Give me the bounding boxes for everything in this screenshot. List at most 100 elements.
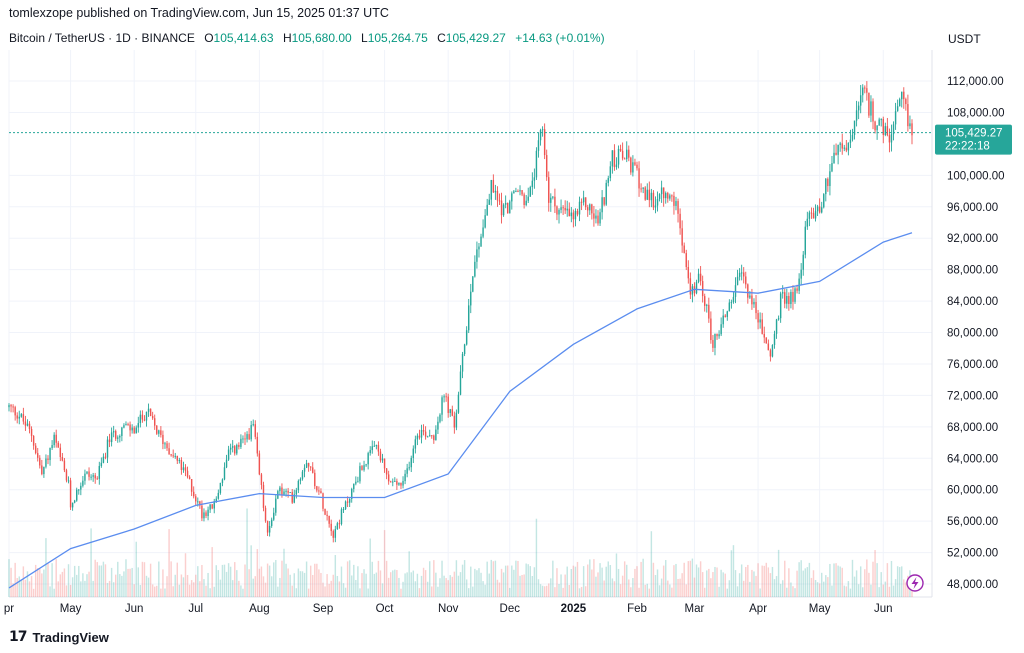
volume-bar <box>806 567 809 597</box>
volume-bar <box>127 568 129 597</box>
candle-body <box>823 194 825 208</box>
high-value: 105,680.00 <box>291 31 352 45</box>
candle-body <box>853 120 856 135</box>
volume-bar <box>802 570 804 597</box>
candle-body <box>104 456 107 458</box>
volume-bar <box>377 560 380 597</box>
lightning-icon[interactable] <box>906 574 924 592</box>
candle-body <box>453 415 456 428</box>
volume-bar <box>96 562 98 597</box>
high-label: H <box>282 31 292 45</box>
candle-body <box>69 480 72 508</box>
candle-body <box>135 427 137 434</box>
volume-bar <box>53 588 55 597</box>
volume-bar <box>829 563 831 597</box>
candle-body <box>371 446 373 451</box>
volume-bar <box>535 518 538 597</box>
volume-bar <box>119 574 121 597</box>
volume-bar <box>398 577 400 597</box>
candle-body <box>628 149 630 158</box>
candle-body <box>406 468 408 474</box>
candle-body <box>106 439 109 458</box>
volume-bar <box>404 573 406 597</box>
volume-bar <box>595 576 597 597</box>
candle-body <box>560 207 562 210</box>
candle-body <box>98 466 101 479</box>
volume-bar <box>266 563 269 597</box>
candle-body <box>348 498 351 503</box>
volume-bar <box>543 586 546 597</box>
candle-body <box>295 490 298 495</box>
volume-bar <box>484 584 486 597</box>
candle-body <box>901 91 903 100</box>
candle-body <box>182 467 185 470</box>
volume-bar <box>611 578 614 597</box>
price-tick-label: 48,000.00 <box>947 579 998 591</box>
candle-body <box>281 487 283 495</box>
volume-bar <box>402 581 404 597</box>
volume-bar <box>818 583 821 597</box>
candle-body <box>190 479 193 492</box>
candle-body <box>424 431 427 437</box>
volume-bar <box>570 569 573 597</box>
volume-bar <box>455 560 458 597</box>
volume-bar <box>820 572 823 597</box>
volume-bar <box>203 579 205 597</box>
volume-bar <box>884 581 887 597</box>
candle-body <box>890 134 893 143</box>
volume-bar <box>143 562 146 597</box>
candle-body <box>408 467 410 469</box>
candle-body <box>658 194 661 200</box>
volume-bar <box>390 572 392 597</box>
candle-body <box>541 129 544 131</box>
candle-body <box>802 254 804 270</box>
candle-body <box>420 429 423 438</box>
volume-bar <box>658 585 661 597</box>
volume-bar <box>866 559 868 597</box>
volume-bar <box>205 585 207 597</box>
volume-bar <box>513 569 515 597</box>
volume-bar <box>312 574 314 597</box>
volume-bar <box>244 564 246 597</box>
symbol-name[interactable]: Bitcoin / TetherUS · 1D · BINANCE <box>9 31 195 45</box>
volume-bar <box>463 560 466 597</box>
volume-bar <box>371 561 373 597</box>
candle-body <box>779 293 782 319</box>
candle-body <box>679 213 681 229</box>
candle-body <box>88 471 90 477</box>
volume-bar <box>745 566 747 597</box>
candle-body <box>634 162 636 165</box>
volume-bar <box>168 529 170 597</box>
candle-body <box>137 423 140 428</box>
volume-bar <box>182 577 185 597</box>
volume-bar <box>223 564 226 597</box>
time-tick-label: Sep <box>313 603 333 615</box>
candle-body <box>652 192 655 208</box>
volume-bar <box>410 572 412 597</box>
candle-body <box>562 207 564 209</box>
volume-bar <box>784 560 786 597</box>
volume-bar <box>905 582 907 597</box>
volume-bar <box>295 588 298 597</box>
volume-bar <box>644 584 646 597</box>
volume-bar <box>580 586 583 597</box>
volume-bar <box>301 571 304 597</box>
candle-body <box>695 282 698 294</box>
price-tick-label: 60,000.00 <box>947 485 998 497</box>
candle-body <box>907 104 909 127</box>
candle-body <box>476 249 478 262</box>
tradingview-logo[interactable]: 17 TradingView <box>9 629 109 645</box>
volume-bar <box>587 564 589 597</box>
candle-body <box>422 429 425 432</box>
candle-body <box>426 436 429 438</box>
currency-label[interactable]: USDT <box>948 32 981 46</box>
candle-body <box>357 481 359 483</box>
candle-body <box>839 143 841 145</box>
candle-body <box>814 211 817 219</box>
volume-bar <box>800 560 802 597</box>
volume-bar <box>192 582 195 597</box>
volume-bar <box>240 585 242 597</box>
candle-body <box>816 206 819 212</box>
candle-body <box>738 272 741 277</box>
